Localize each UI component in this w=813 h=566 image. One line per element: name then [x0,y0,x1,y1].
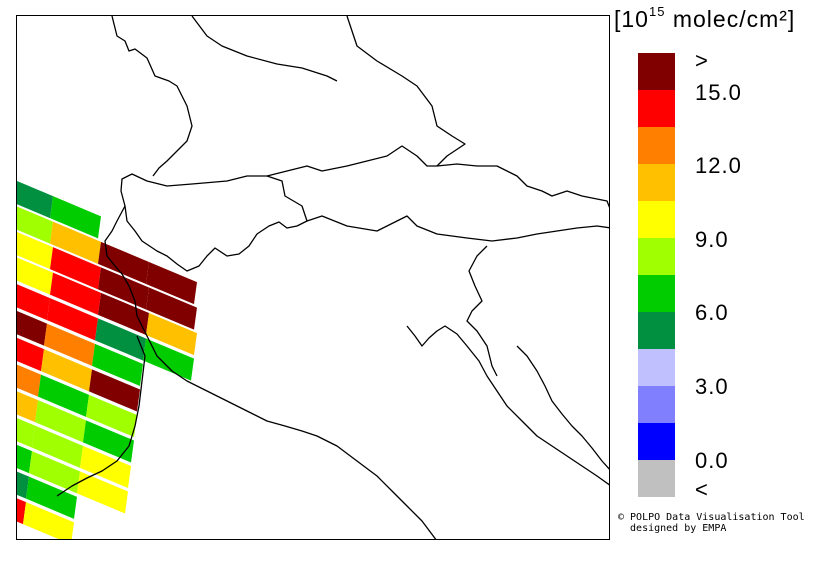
colorbar-swatch-0 [638,53,675,90]
coast-italy-west [136,315,437,539]
swath-pixel [95,318,146,361]
swath-pixel [98,241,149,284]
credit-line-2: designed by EMPA [618,523,727,534]
swath-pixel [32,425,83,468]
colorbar-swatch-4 [638,201,675,238]
colorbar-swatch-7 [638,312,675,349]
swath-pixel [50,221,101,264]
colorbar-label-4: 6.0 [695,300,729,325]
colorbar-label-6: 0.0 [695,448,729,473]
swath-pixel [41,349,92,392]
colorbar-label-0: > [695,48,709,73]
swath-pixel [17,311,47,346]
satellite-swath [17,181,197,539]
swath-pixel [17,181,53,219]
swath-pixel [17,337,44,372]
border-austria [266,145,609,242]
colorbar-swatch-11 [638,460,675,497]
swath-pixel [35,400,86,443]
unit-exponent: 15 [648,4,666,19]
swath-pixel [143,338,194,381]
swath-pixel [17,232,53,270]
colorbar-swatch-2 [638,127,675,164]
unit-suffix: molec/cm²] [665,6,796,32]
border-italy-slovenia [466,245,498,377]
border-france-italy [104,205,138,317]
swath-pixel [146,261,197,305]
swath-pixel [17,391,38,423]
swath-pixel [80,445,131,488]
swath-pixel [50,272,101,315]
colorbar-swatch-6 [638,275,675,312]
no2-column-map[interactable] [17,16,610,540]
border-switzerland [120,173,308,272]
swath-pixel [98,292,149,335]
swath-pixel [26,476,77,519]
swath-pixel [17,257,53,295]
colorbar-swatch-9 [638,386,675,423]
swath-pixel [50,247,101,290]
swath-pixel [17,471,29,499]
unit-label: [1015 molec/cm²] [614,4,796,33]
coast-croatia [516,345,609,470]
colorbar [638,53,675,497]
colorbar-label-5: 3.0 [695,374,729,399]
credit-line-1: © POLPO Data Visualisation Tool [618,512,805,523]
swath-pixel [23,502,74,539]
swath-pixel [50,196,101,239]
colorbar-label-7: < [695,477,709,502]
swath-pixel [98,267,149,310]
swath-pixel [86,394,137,437]
swath-pixel [17,206,53,244]
border-germany-czech [346,16,466,167]
colorbar-label-3: 9.0 [695,227,729,252]
colorbar-swatch-8 [638,349,675,386]
swath-pixel [17,418,35,448]
swath-pixel [17,284,50,321]
colorbar-swatch-1 [638,90,675,127]
border-germany-north [191,16,338,82]
colorbar-label-2: 12.0 [695,153,742,178]
swath-pixel [89,369,140,412]
map-panel[interactable] [16,15,610,540]
colorbar-swatch-10 [638,423,675,460]
swath-pixel [44,323,95,366]
colorbar-swatch-5 [638,238,675,275]
border-france-germany [111,16,193,177]
coast-adriatic [406,325,609,486]
swath-pixel [38,374,89,417]
unit-prefix: [10 [614,6,649,32]
swath-pixel [83,420,134,463]
credit-text: © POLPO Data Visualisation Tool designed… [618,512,805,534]
swath-pixel [29,451,80,494]
colorbar-label-1: 15.0 [695,80,742,105]
swath-pixel [77,471,128,514]
colorbar-swatch-3 [638,164,675,201]
coast-liguria [56,335,146,497]
swath-pixel [17,444,32,474]
swath-pixel [146,312,197,356]
country-borders [56,16,609,539]
swath-pixel [146,287,197,330]
swath-pixel [17,498,26,525]
swath-pixel [47,298,98,341]
swath-pixel [17,364,41,397]
swath-pixel [92,343,143,386]
